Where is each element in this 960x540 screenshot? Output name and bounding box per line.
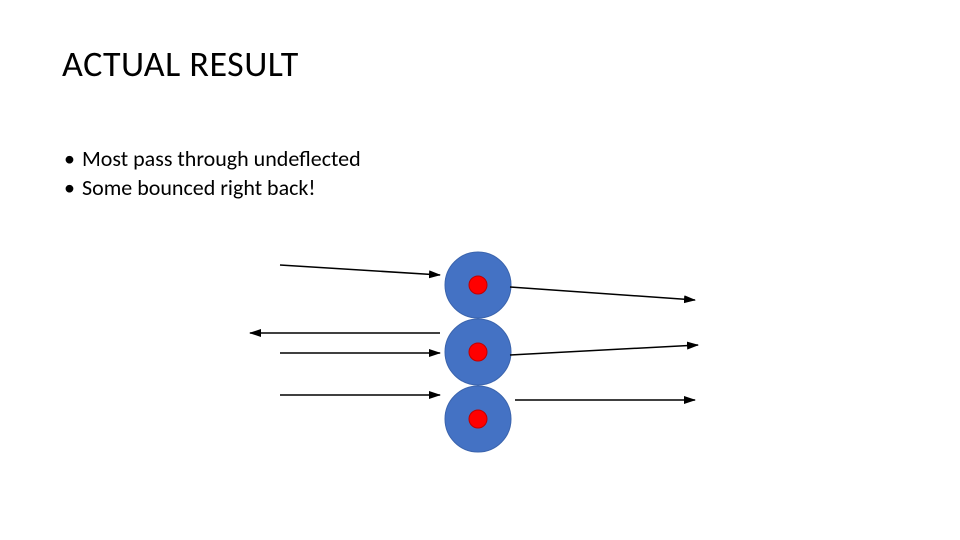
atom: [445, 252, 511, 318]
bullet-item: Most pass through undeflected: [64, 145, 361, 174]
bullet-list: Most pass through undeflectedSome bounce…: [64, 145, 361, 202]
atom-nucleus: [469, 343, 487, 361]
diagram: [240, 235, 720, 465]
particle-arrow: [280, 265, 440, 275]
particle-arrow: [510, 287, 695, 300]
atom-nucleus: [469, 276, 487, 294]
atom: [445, 319, 511, 385]
slide-title: ACTUAL RESULT: [62, 42, 299, 86]
slide: ACTUAL RESULT Most pass through undeflec…: [0, 0, 960, 540]
atom-nucleus: [469, 410, 487, 428]
bullet-item: Some bounced right back!: [64, 174, 361, 203]
atom: [445, 386, 511, 452]
particle-arrow: [510, 345, 698, 355]
